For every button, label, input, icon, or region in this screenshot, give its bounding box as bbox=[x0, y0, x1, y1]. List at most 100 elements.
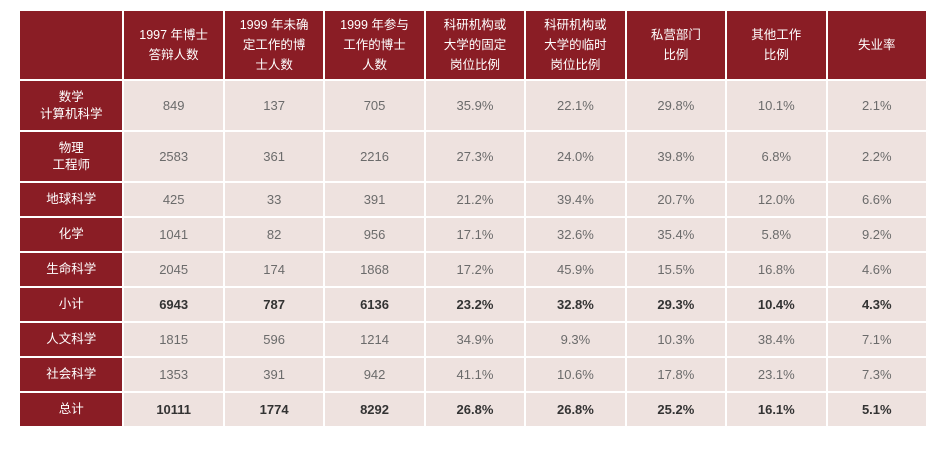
table-cell: 22.1% bbox=[526, 81, 625, 130]
table-cell: 7.3% bbox=[827, 358, 926, 391]
row-label: 总计 bbox=[20, 393, 123, 426]
table-cell: 17.8% bbox=[626, 358, 726, 391]
row-label: 人文科学 bbox=[20, 323, 123, 356]
table-cell: 6.6% bbox=[827, 183, 926, 216]
table-row: 人文科学 1815 596 1214 34.9% 9.3% 10.3% 38.4… bbox=[20, 323, 926, 356]
header-other-work-ratio: 其他工作 比例 bbox=[727, 11, 826, 79]
table-cell: 1815 bbox=[124, 323, 223, 356]
table-cell: 12.0% bbox=[727, 183, 826, 216]
table-cell: 2.2% bbox=[827, 132, 926, 181]
table-cell: 17.1% bbox=[425, 218, 525, 251]
row-label: 化学 bbox=[20, 218, 123, 251]
table-cell: 17.2% bbox=[425, 253, 525, 286]
table-cell: 20.7% bbox=[626, 183, 726, 216]
subtotal-row: 小计 6943 787 6136 23.2% 32.8% 29.3% 10.4%… bbox=[20, 288, 926, 321]
table-cell: 15.5% bbox=[626, 253, 726, 286]
table-cell: 39.4% bbox=[526, 183, 625, 216]
table-cell: 26.8% bbox=[425, 393, 525, 426]
doctoral-employment-table-wrapper: 1997 年博士 答辩人数 1999 年未确 定工作的博 士人数 1999 年参… bbox=[18, 9, 928, 428]
table-cell: 2045 bbox=[124, 253, 223, 286]
table-cell: 34.9% bbox=[425, 323, 525, 356]
table-cell: 10111 bbox=[124, 393, 223, 426]
total-row: 总计 10111 1774 8292 26.8% 26.8% 25.2% 16.… bbox=[20, 393, 926, 426]
table-cell: 16.1% bbox=[727, 393, 826, 426]
table-row: 社会科学 1353 391 942 41.1% 10.6% 17.8% 23.1… bbox=[20, 358, 926, 391]
table-cell: 10.3% bbox=[626, 323, 726, 356]
header-row: 1997 年博士 答辩人数 1999 年未确 定工作的博 士人数 1999 年参… bbox=[20, 11, 926, 79]
table-cell: 21.2% bbox=[425, 183, 525, 216]
table-cell: 32.6% bbox=[526, 218, 625, 251]
table-cell: 26.8% bbox=[526, 393, 625, 426]
table-cell: 9.3% bbox=[526, 323, 625, 356]
table-cell: 7.1% bbox=[827, 323, 926, 356]
header-corner bbox=[20, 11, 123, 79]
table-row: 化学 1041 82 956 17.1% 32.6% 35.4% 5.8% 9.… bbox=[20, 218, 926, 251]
table-cell: 1214 bbox=[325, 323, 424, 356]
table-cell: 16.8% bbox=[727, 253, 826, 286]
table-cell: 25.2% bbox=[626, 393, 726, 426]
table-cell: 23.1% bbox=[727, 358, 826, 391]
table-cell: 1774 bbox=[224, 393, 324, 426]
table-cell: 391 bbox=[224, 358, 324, 391]
table-cell: 4.6% bbox=[827, 253, 926, 286]
table-cell: 33 bbox=[224, 183, 324, 216]
doctoral-employment-table: 1997 年博士 答辩人数 1999 年未确 定工作的博 士人数 1999 年参… bbox=[18, 9, 928, 428]
header-undetermined-1999: 1999 年未确 定工作的博 士人数 bbox=[224, 11, 324, 79]
table-cell: 39.8% bbox=[626, 132, 726, 181]
table-row: 物理 工程师 2583 361 2216 27.3% 24.0% 39.8% 6… bbox=[20, 132, 926, 181]
table-cell: 2.1% bbox=[827, 81, 926, 130]
row-label: 数学 计算机科学 bbox=[20, 81, 123, 130]
header-temporary-research-ratio: 科研机构或 大学的临时 岗位比例 bbox=[526, 11, 625, 79]
table-cell: 38.4% bbox=[727, 323, 826, 356]
table-cell: 137 bbox=[224, 81, 324, 130]
table-cell: 10.6% bbox=[526, 358, 625, 391]
table-cell: 6136 bbox=[325, 288, 424, 321]
table-cell: 29.8% bbox=[626, 81, 726, 130]
table-cell: 174 bbox=[224, 253, 324, 286]
header-defenses-1997: 1997 年博士 答辩人数 bbox=[124, 11, 223, 79]
table-cell: 9.2% bbox=[827, 218, 926, 251]
table-cell: 1353 bbox=[124, 358, 223, 391]
table-cell: 35.4% bbox=[626, 218, 726, 251]
table-cell: 45.9% bbox=[526, 253, 625, 286]
table-cell: 5.1% bbox=[827, 393, 926, 426]
table-cell: 1041 bbox=[124, 218, 223, 251]
table-cell: 849 bbox=[124, 81, 223, 130]
table-cell: 4.3% bbox=[827, 288, 926, 321]
table-cell: 82 bbox=[224, 218, 324, 251]
table-cell: 1868 bbox=[325, 253, 424, 286]
table-cell: 35.9% bbox=[425, 81, 525, 130]
table-cell: 596 bbox=[224, 323, 324, 356]
table-cell: 24.0% bbox=[526, 132, 625, 181]
table-cell: 5.8% bbox=[727, 218, 826, 251]
table-cell: 705 bbox=[325, 81, 424, 130]
table-cell: 787 bbox=[224, 288, 324, 321]
table-cell: 391 bbox=[325, 183, 424, 216]
table-cell: 2583 bbox=[124, 132, 223, 181]
table-cell: 425 bbox=[124, 183, 223, 216]
row-label: 生命科学 bbox=[20, 253, 123, 286]
table-cell: 361 bbox=[224, 132, 324, 181]
table-cell: 2216 bbox=[325, 132, 424, 181]
table-row: 地球科学 425 33 391 21.2% 39.4% 20.7% 12.0% … bbox=[20, 183, 926, 216]
table-cell: 32.8% bbox=[526, 288, 625, 321]
table-cell: 6.8% bbox=[727, 132, 826, 181]
header-employed-1999: 1999 年参与 工作的博士 人数 bbox=[325, 11, 424, 79]
table-cell: 956 bbox=[325, 218, 424, 251]
table-cell: 6943 bbox=[124, 288, 223, 321]
table-cell: 41.1% bbox=[425, 358, 525, 391]
table-cell: 10.4% bbox=[727, 288, 826, 321]
table-cell: 23.2% bbox=[425, 288, 525, 321]
table-cell: 942 bbox=[325, 358, 424, 391]
table-cell: 10.1% bbox=[727, 81, 826, 130]
row-label: 物理 工程师 bbox=[20, 132, 123, 181]
table-row: 数学 计算机科学 849 137 705 35.9% 22.1% 29.8% 1… bbox=[20, 81, 926, 130]
header-permanent-research-ratio: 科研机构或 大学的固定 岗位比例 bbox=[425, 11, 525, 79]
row-label: 地球科学 bbox=[20, 183, 123, 216]
table-row: 生命科学 2045 174 1868 17.2% 45.9% 15.5% 16.… bbox=[20, 253, 926, 286]
row-label: 社会科学 bbox=[20, 358, 123, 391]
header-unemployment-rate: 失业率 bbox=[827, 11, 926, 79]
row-label: 小计 bbox=[20, 288, 123, 321]
header-private-sector-ratio: 私营部门 比例 bbox=[626, 11, 726, 79]
table-cell: 8292 bbox=[325, 393, 424, 426]
